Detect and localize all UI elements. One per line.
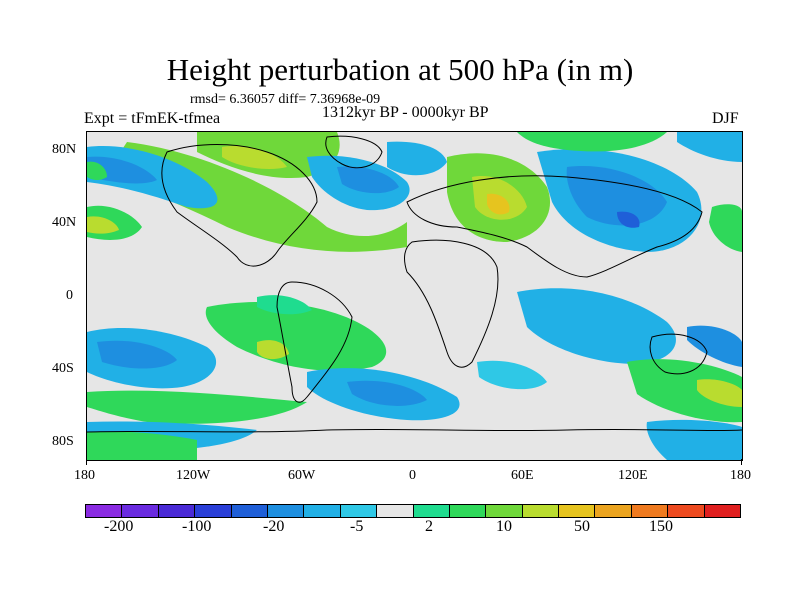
- lat-label-80s: 80S: [52, 434, 74, 449]
- lon-label-60w: 60W: [288, 468, 316, 483]
- coast-antarctica: [87, 428, 742, 433]
- colorbar-box: [230, 504, 268, 518]
- contour-antarctic-east: [646, 419, 742, 460]
- contour-canada-yellow: [222, 145, 287, 169]
- colorbar-label: 10: [496, 518, 512, 535]
- colorbar-label: -5: [350, 518, 364, 535]
- contour-arctic-east: [677, 132, 742, 162]
- coast-eurasia: [406, 175, 703, 278]
- coast-south-america: [276, 281, 353, 403]
- experiment-label: Expt = tFmEK-tfmea: [84, 110, 221, 127]
- colorbar-box: [703, 504, 742, 518]
- contour-europe-blue: [387, 141, 447, 176]
- contour-southern-band: [87, 390, 307, 424]
- colorbar-box: [157, 504, 196, 518]
- contour-arctic-green: [517, 132, 667, 152]
- contour-natl-dblue: [337, 166, 399, 194]
- contour-asia-deep: [617, 211, 640, 228]
- coast-north-america: [161, 144, 318, 267]
- season-label: DJF: [712, 110, 739, 127]
- coast-africa: [404, 239, 499, 368]
- contour-fills: [87, 132, 742, 460]
- contour-sindian-blue: [517, 288, 676, 364]
- lon-label-180w: 180: [74, 468, 95, 483]
- lon-label-180e: 180: [730, 468, 751, 483]
- colorbar-box: [667, 504, 705, 518]
- colorbar-label: 2: [425, 518, 433, 535]
- colorbar-label: -200: [104, 518, 134, 535]
- contour-sa-yellow: [257, 340, 289, 360]
- lat-label-0: 0: [66, 288, 73, 303]
- contour-sa-green: [205, 302, 387, 371]
- contour-sopacific-yellow: [697, 379, 742, 407]
- colorbar-label: 150: [649, 518, 673, 535]
- stats-line: rmsd= 6.36057 diff= 7.36968e-09: [190, 92, 381, 107]
- contour-sopacific-green: [627, 359, 742, 423]
- colorbar-label: -20: [263, 518, 285, 535]
- chart-title: Height perturbation at 500 hPa (in m): [166, 52, 634, 87]
- contour-eurasia-orange: [487, 193, 510, 215]
- lat-label-40s: 40S: [52, 361, 74, 376]
- x-tick: [741, 459, 742, 465]
- colorbar-box: [121, 504, 159, 518]
- colorbar: [85, 504, 742, 518]
- period-label: 1312kyr BP - 0000kyr BP: [322, 104, 489, 121]
- colorbar-box: [594, 504, 632, 518]
- contour-asia-dblue: [566, 166, 667, 226]
- contour-pacific-west-y: [87, 216, 119, 234]
- lat-label-40n: 40N: [52, 215, 77, 230]
- contour-aus-blue: [687, 325, 742, 367]
- colorbar-box: [630, 504, 669, 518]
- contour-sindian-lb: [477, 360, 547, 390]
- lon-label-120e: 120E: [618, 468, 648, 483]
- colorbar-label: 50: [574, 518, 590, 535]
- map-panel: [86, 131, 743, 461]
- colorbar-box: [194, 504, 232, 518]
- colorbar-box: [521, 504, 560, 518]
- contour-pacific-top-west: [87, 161, 107, 181]
- colorbar-box: [85, 504, 123, 518]
- lon-label-60e: 60E: [511, 468, 534, 483]
- lon-label-0: 0: [409, 468, 416, 483]
- coastlines: [87, 135, 742, 433]
- colorbar-box: [266, 504, 305, 518]
- colorbar-box: [485, 504, 523, 518]
- colorbar-box: [339, 504, 378, 518]
- coast-greenland: [325, 135, 383, 169]
- coast-australia: [649, 333, 708, 375]
- x-tick: [86, 459, 87, 465]
- lat-label-80n: 80N: [52, 142, 77, 157]
- lon-label-120w: 120W: [176, 468, 211, 483]
- contour-spacific-dblue: [97, 340, 177, 369]
- colorbar-label: -100: [182, 518, 212, 535]
- colorbar-box: [558, 504, 596, 518]
- colorbar-box: [448, 504, 487, 518]
- colorbar-box: [412, 504, 450, 518]
- contour-east-green: [709, 204, 742, 252]
- contour-satl-dblue: [347, 380, 427, 406]
- contour-sa-north: [257, 295, 312, 315]
- colorbar-box: [303, 504, 341, 518]
- contour-map: [87, 132, 742, 460]
- contour-antarctic-green: [87, 431, 197, 460]
- colorbar-box: [376, 504, 414, 518]
